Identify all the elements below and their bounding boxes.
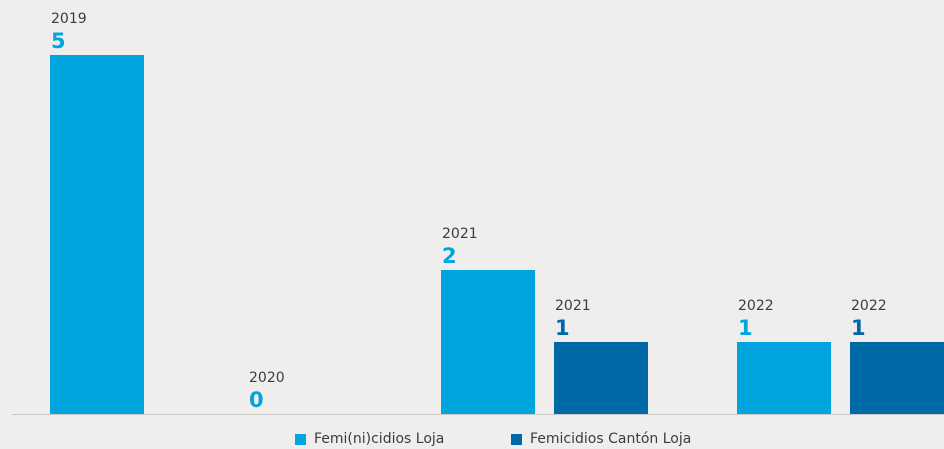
legend-label-series-1: Femi(ni)cidios Loja — [314, 431, 445, 447]
category-label-2022-s2: 2022 — [851, 298, 887, 314]
legend-item-series-2: Femicidios Cantón Loja — [511, 431, 691, 447]
value-label-2022-s1: 1 — [738, 316, 753, 340]
value-label-2022-s2: 1 — [851, 316, 866, 340]
value-label-2019-s1: 5 — [51, 29, 66, 53]
value-label-2021-s1: 2 — [442, 244, 457, 268]
bar-2019-s1 — [50, 55, 144, 414]
category-label-2021-s1: 2021 — [442, 226, 478, 242]
chart-baseline — [12, 414, 944, 415]
value-label-2020-s1: 0 — [249, 388, 264, 412]
chart-legend: Femi(ni)cidios Loja Femicidios Cantón Lo… — [0, 431, 944, 449]
value-label-2021-s2: 1 — [555, 316, 570, 340]
bar-2022-s2 — [850, 342, 944, 414]
legend-swatch-series-1 — [295, 433, 306, 445]
legend-item-series-1: Femi(ni)cidios Loja — [295, 431, 444, 447]
legend-swatch-series-2 — [511, 433, 522, 445]
legend-label-series-2: Femicidios Cantón Loja — [530, 431, 692, 447]
bar-2022-s1 — [737, 342, 831, 414]
category-label-2020-s1: 2020 — [249, 370, 285, 386]
category-label-2019-s1: 2019 — [51, 11, 87, 27]
bar-2021-s2 — [554, 342, 648, 414]
category-label-2021-s2: 2021 — [555, 298, 591, 314]
bar-2021-s1 — [441, 270, 535, 414]
category-label-2022-s1: 2022 — [738, 298, 774, 314]
